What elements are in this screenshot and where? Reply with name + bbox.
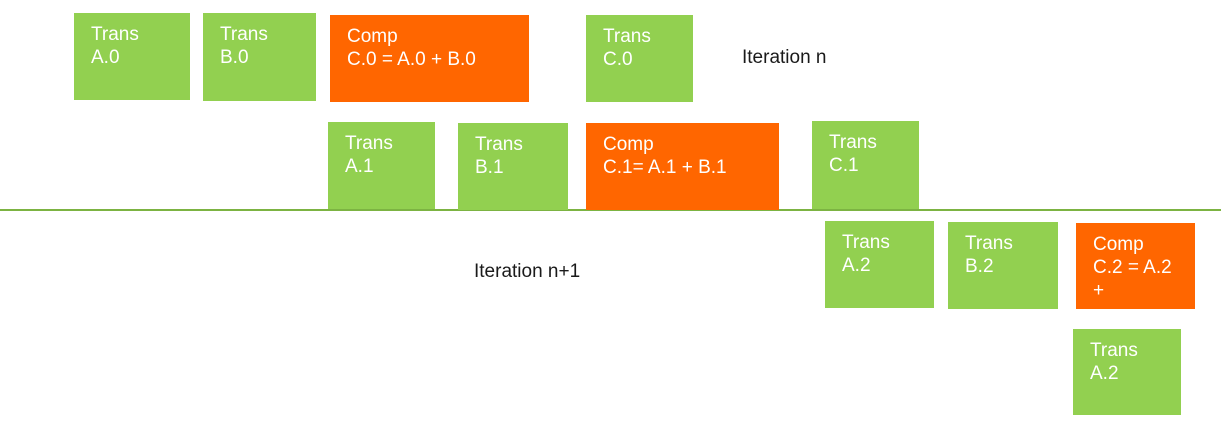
trans-b1-box: Trans B.1 xyxy=(458,123,568,210)
comp-c0-box: Comp C.0 = A.0 + B.0 xyxy=(330,15,529,102)
trans-a2-next-box: Trans A.2 xyxy=(1073,329,1181,415)
trans-c0-box: Trans C.0 xyxy=(586,15,693,102)
trans-a1-box: Trans A.1 xyxy=(328,122,435,209)
trans-b0-box: Trans B.0 xyxy=(203,13,316,101)
iteration-n-label: Iteration n xyxy=(742,47,827,68)
iteration-n1-label: Iteration n+1 xyxy=(474,261,581,282)
trans-b2-box: Trans B.2 xyxy=(948,222,1058,309)
trans-a0-box: Trans A.0 xyxy=(74,13,190,100)
trans-c1-box: Trans C.1 xyxy=(812,121,919,209)
comp-c1-box: Comp C.1= A.1 + B.1 xyxy=(586,123,779,210)
iteration-divider-line xyxy=(0,209,1221,211)
trans-a2-box: Trans A.2 xyxy=(825,221,934,308)
comp-c2-box: Comp C.2 = A.2 + xyxy=(1076,223,1195,309)
